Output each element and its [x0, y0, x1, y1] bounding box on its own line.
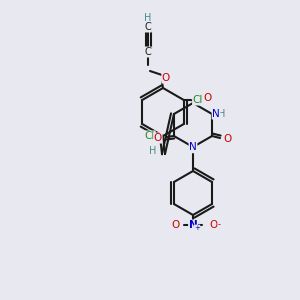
Text: Cl: Cl: [193, 95, 203, 105]
Text: N: N: [189, 142, 197, 152]
Text: Cl: Cl: [145, 131, 155, 141]
Text: -: -: [218, 220, 221, 230]
Text: O: O: [162, 73, 170, 83]
Text: C: C: [145, 47, 152, 57]
Text: O: O: [204, 93, 212, 103]
Text: H: H: [149, 146, 157, 156]
Text: N: N: [212, 109, 220, 119]
Text: O: O: [209, 220, 217, 230]
Text: N: N: [189, 220, 197, 230]
Text: O: O: [171, 220, 179, 230]
Text: H: H: [218, 109, 226, 119]
Text: C: C: [145, 22, 152, 32]
Text: O: O: [223, 134, 231, 144]
Text: O: O: [154, 133, 162, 143]
Text: +: +: [194, 225, 200, 231]
Text: H: H: [144, 13, 152, 23]
